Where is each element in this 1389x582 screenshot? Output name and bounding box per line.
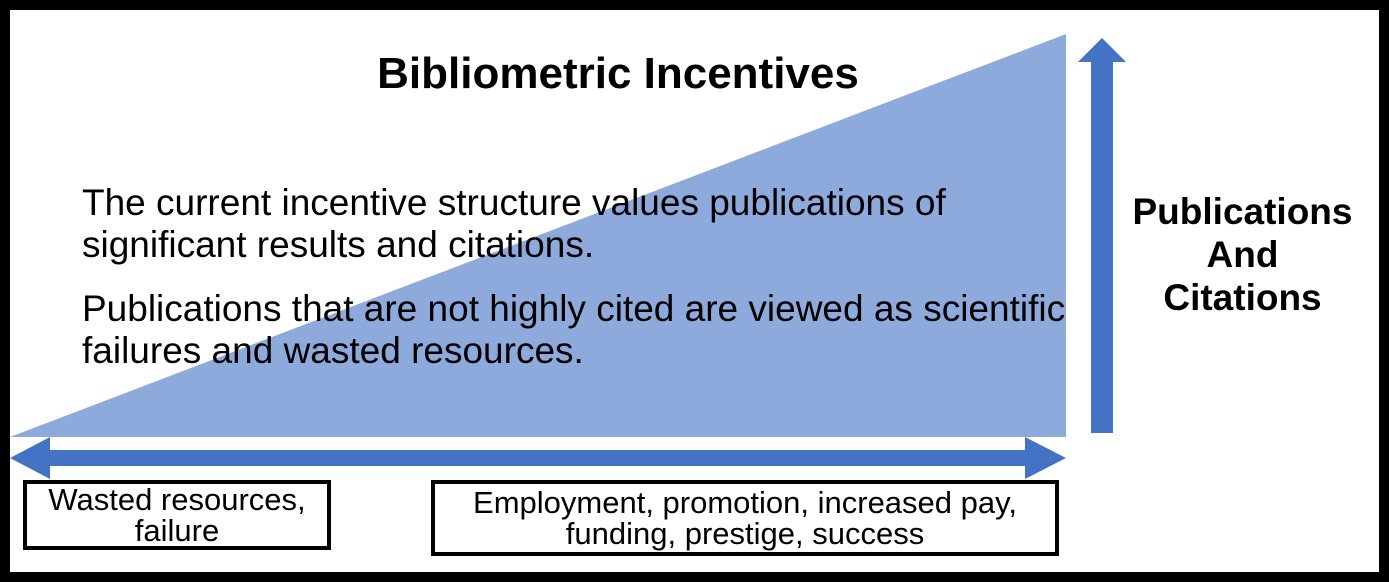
- diagram-title: Bibliometric Incentives: [300, 48, 936, 100]
- failure-description: Publications that are not highly cited a…: [82, 288, 1072, 372]
- high-end-label-box: Employment, promotion, increased pay, fu…: [431, 480, 1059, 556]
- axis-label-line: And: [1110, 233, 1375, 276]
- high-end-label-line: funding, prestige, success: [435, 518, 1055, 549]
- axis-label-line: Publications: [1110, 190, 1375, 233]
- high-end-label-line: Employment, promotion, increased pay,: [435, 487, 1055, 518]
- horizontal-double-arrow: [10, 437, 1066, 479]
- incentive-description: The current incentive structure values p…: [82, 182, 1072, 266]
- low-end-label-box: Wasted resources, failure: [23, 480, 331, 550]
- axis-label-line: Citations: [1110, 276, 1375, 319]
- low-end-label-line: Wasted resources,: [27, 484, 327, 515]
- low-end-label-line: failure: [27, 515, 327, 546]
- vertical-axis-label: Publications And Citations: [1110, 190, 1375, 319]
